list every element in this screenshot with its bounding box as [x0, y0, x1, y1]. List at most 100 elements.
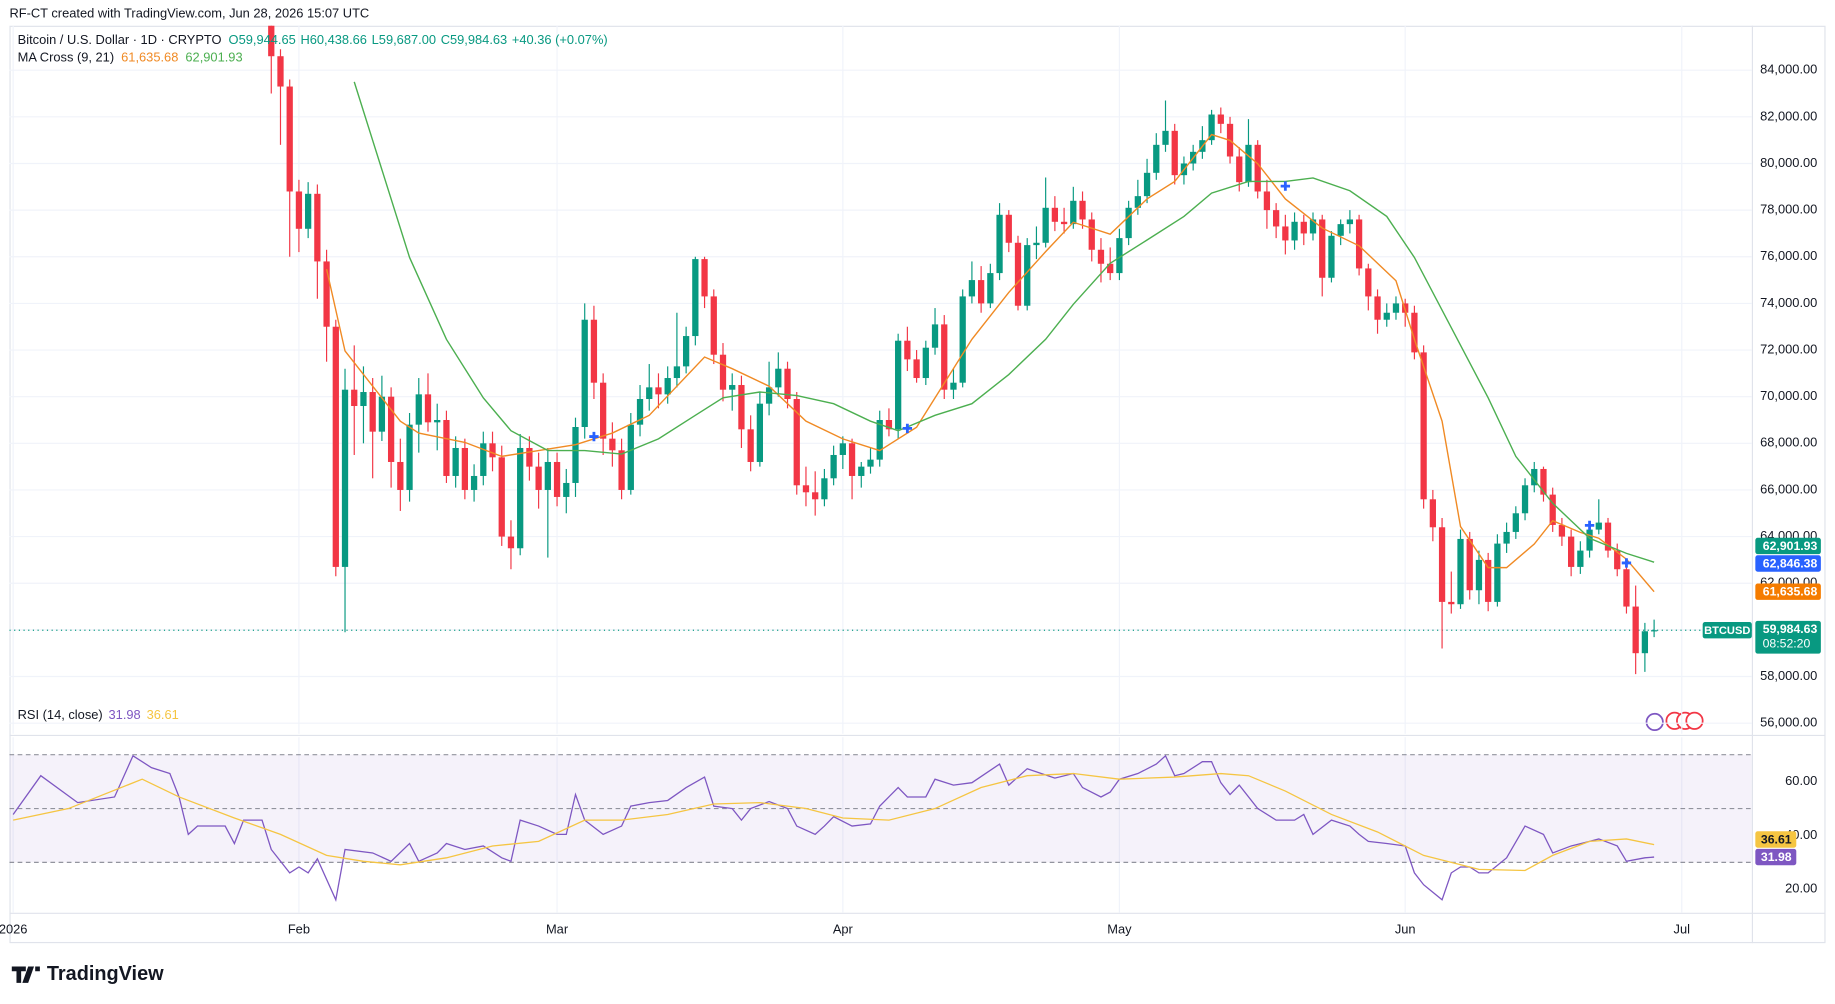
candle-body	[1383, 312, 1390, 320]
candle-body	[710, 296, 717, 355]
candle-body	[1632, 606, 1639, 654]
candle-body	[830, 454, 837, 479]
x-tick-label: Feb	[288, 922, 310, 937]
candle-body	[1448, 601, 1455, 605]
ma-cross-marker	[1584, 520, 1595, 531]
candle-body	[904, 340, 911, 360]
candle-body	[1309, 219, 1317, 234]
candle-body	[968, 280, 976, 297]
symbol-title: Bitcoin / U.S. Dollar · 1D · CRYPTO	[18, 32, 222, 47]
rsi-value: 31.98	[109, 708, 141, 723]
candle-body	[941, 324, 948, 390]
candle-body	[341, 389, 349, 567]
candle-body	[609, 438, 616, 451]
x-tick-label: Mar	[546, 922, 569, 937]
candle-body	[784, 368, 791, 400]
candle-body	[1328, 235, 1335, 278]
y-tick-label: 66,000.00	[1760, 481, 1817, 496]
price-badge	[1755, 583, 1821, 600]
candle-body	[1060, 221, 1068, 225]
y-tick-label: 82,000.00	[1760, 108, 1817, 123]
axes: 56,000.0058,000.0060,000.0062,000.0064,0…	[0, 62, 1821, 937]
candle-body	[480, 443, 487, 476]
candle-body	[452, 447, 459, 476]
candle-body	[636, 399, 644, 425]
candle-body	[959, 296, 966, 383]
candle-body	[1531, 468, 1538, 486]
price-badge-label: 62,846.38	[1763, 556, 1818, 570]
candle-body	[553, 461, 561, 497]
candle-body	[1171, 130, 1178, 176]
candle-body	[775, 368, 782, 388]
candle-body	[996, 214, 1003, 274]
candle-body	[1024, 245, 1031, 306]
x-tick-label: Apr	[833, 922, 854, 937]
price-badge-label: 61,635.68	[1763, 585, 1818, 599]
candle-body	[406, 424, 413, 490]
candle-body	[1411, 312, 1418, 353]
rsi-value: 36.61	[147, 708, 179, 723]
rsi-badge	[1755, 831, 1797, 848]
candle-body	[719, 354, 727, 390]
candle-body	[618, 450, 625, 490]
candle-body	[415, 394, 422, 425]
rsi-badge	[1755, 848, 1797, 866]
candle-body	[470, 475, 478, 490]
candle-body	[1291, 221, 1298, 241]
y-tick-label: 74,000.00	[1760, 295, 1817, 310]
candle-body	[563, 482, 570, 497]
candle-body	[673, 366, 681, 379]
candle-body	[489, 443, 496, 458]
candle-body	[332, 326, 339, 567]
indicator-value: 62,901.93	[185, 50, 242, 65]
candle-body	[1503, 531, 1510, 544]
frame	[9, 25, 1826, 944]
candle-body	[812, 492, 819, 500]
candle-body	[1494, 543, 1501, 602]
last-price-label: 59,984.63	[1763, 622, 1818, 636]
brand-logo: TradingView	[11, 963, 164, 985]
rsi-line	[12, 754, 1655, 902]
candle-body	[305, 193, 312, 229]
candle-body	[323, 261, 330, 327]
candle-body	[1107, 263, 1114, 274]
candle-body	[1300, 221, 1307, 234]
candle-body	[498, 457, 505, 537]
candle-body	[1540, 468, 1547, 495]
candle-body	[1319, 219, 1326, 278]
ma-cross-marker	[902, 423, 913, 434]
candle-body	[950, 382, 957, 390]
candle-body	[1650, 630, 1658, 632]
candle-body	[1162, 130, 1169, 145]
candle-body	[434, 420, 441, 423]
toolbar-icons	[1645, 711, 1704, 732]
candle-body	[581, 319, 588, 427]
candle-body	[793, 399, 800, 486]
candle-body	[378, 396, 386, 432]
y-tick-label: 78,000.00	[1760, 202, 1817, 217]
candle-body	[655, 387, 662, 395]
ohlc-value: O59,944.65	[229, 32, 296, 47]
candle-body	[1485, 559, 1492, 602]
x-tick-label: Jul	[1674, 922, 1690, 937]
candle-body	[526, 447, 533, 467]
candle-body	[1577, 550, 1584, 567]
candle-body	[443, 420, 450, 476]
candle-body	[977, 280, 985, 304]
y-tick-label: 68,000.00	[1760, 435, 1817, 450]
candle-body	[1346, 219, 1354, 225]
candle-body	[1392, 303, 1400, 313]
rsi-line	[13, 772, 1655, 872]
candle-body	[351, 389, 358, 407]
candle-body	[738, 385, 745, 430]
candle-body	[1088, 219, 1095, 250]
price-badge	[1755, 555, 1821, 572]
candle-body	[1595, 522, 1602, 530]
rsi-pane	[9, 754, 1752, 902]
rsi-title: RSI (14, close)	[18, 708, 103, 723]
candle-body	[369, 392, 376, 432]
candle-body	[1623, 569, 1630, 607]
symbol-badge	[1702, 622, 1752, 639]
